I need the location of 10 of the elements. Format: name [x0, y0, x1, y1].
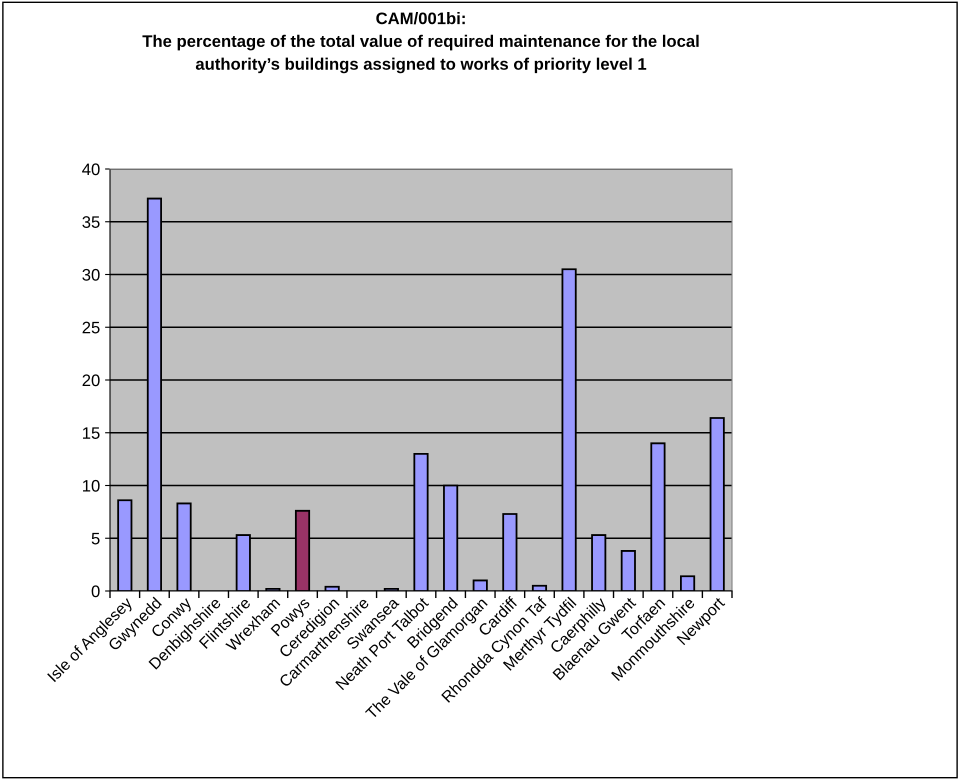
y-tick-label: 20 — [82, 374, 100, 386]
chart-title: CAM/001bi: The percentage of the total value of required maintenance for the local authority’s buildings assigned to works of priority level 1 — [142, 12, 699, 74]
y-tick-label: 15 — [83, 427, 100, 439]
y-tick-label: 5 — [92, 532, 100, 544]
y-tick-label: 40 — [82, 163, 100, 176]
y-tick-label: 0 — [92, 585, 100, 598]
y-tick-label: 35 — [82, 216, 100, 228]
y-tick-label: 30 — [82, 268, 100, 281]
y-tick-label: 25 — [82, 322, 100, 334]
y-tick-label: 10 — [83, 480, 100, 492]
